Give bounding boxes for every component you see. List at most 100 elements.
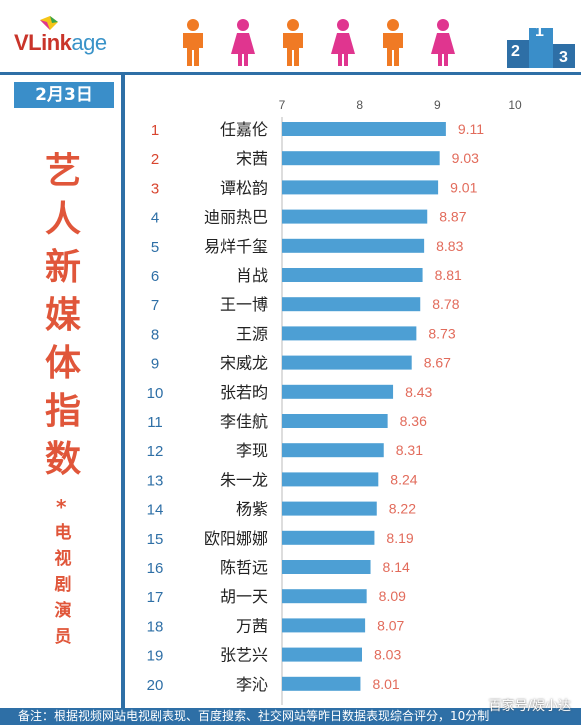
data-label: 8.03	[374, 647, 401, 663]
data-label: 8.73	[428, 325, 455, 341]
rank-label: 10	[147, 385, 164, 402]
category-label: 肖战	[236, 266, 268, 285]
header: VLinkage 2 1 3	[0, 0, 581, 72]
rank-label: 17	[147, 589, 164, 606]
data-label: 8.83	[436, 238, 463, 254]
data-label: 8.81	[435, 267, 462, 283]
category-label: 王源	[236, 324, 268, 343]
title-vertical: 艺 人 新 媒 体 指 数	[38, 148, 88, 484]
person-male-icon	[183, 19, 203, 66]
bar	[282, 384, 394, 399]
category-label: 李沁	[236, 675, 268, 694]
data-label: 8.01	[372, 676, 399, 692]
rank-label: 14	[147, 502, 164, 519]
person-female-icon	[331, 19, 355, 66]
title-char: 新	[44, 247, 81, 288]
bar	[282, 151, 440, 166]
podium-label-1: 1	[535, 23, 544, 40]
rank-label: 11	[147, 414, 163, 431]
category-label: 李现	[236, 441, 268, 460]
bar	[282, 180, 439, 195]
watermark: 百家号/娱小达	[488, 699, 571, 714]
data-label: 8.31	[396, 442, 423, 458]
footer-note: 备注：根据视频网站电视剧表现、百度搜索、社交网站等昨日数据表现综合评分，10分制	[18, 709, 490, 723]
category-label: 谭松韵	[220, 178, 268, 197]
bar	[282, 647, 362, 662]
bar	[282, 355, 412, 370]
bar	[282, 472, 379, 487]
title-char: 艺	[44, 151, 81, 192]
person-male-icon	[283, 19, 303, 66]
bar	[282, 676, 361, 691]
rank-label: 16	[147, 560, 164, 577]
category-label: 胡一天	[220, 587, 268, 606]
rank-label: 13	[147, 472, 164, 489]
subtitle-char: 电	[54, 523, 72, 543]
rank-label: 6	[151, 268, 159, 285]
bar	[282, 238, 425, 253]
subtitle-char: 剧	[54, 575, 72, 595]
data-label: 8.87	[439, 209, 466, 225]
title-char: 指	[44, 391, 81, 432]
subtitle-char: 演	[54, 601, 72, 621]
category-label: 任嘉伦	[220, 120, 268, 139]
title-star: *	[56, 495, 67, 519]
data-label: 8.67	[424, 355, 451, 371]
date-badge: 2月3日	[14, 82, 114, 108]
bar	[282, 268, 423, 282]
rank-label: 5	[151, 239, 159, 256]
bar	[282, 618, 366, 633]
logo-text-suffix: age	[71, 30, 107, 55]
data-label: 8.19	[386, 530, 413, 546]
rank-label: 19	[147, 648, 164, 665]
bar	[282, 443, 384, 458]
bar	[282, 414, 388, 428]
category-label: 陈哲远	[220, 558, 268, 577]
rank-label: 9	[151, 356, 159, 373]
podium-label-3: 3	[559, 49, 568, 66]
x-tick-label: 9	[434, 98, 441, 112]
category-label: 李佳航	[220, 412, 268, 431]
subtitle-char: 视	[54, 549, 72, 569]
rank-label: 7	[151, 297, 159, 314]
category-label: 王一博	[220, 295, 268, 314]
logo-mark-icon	[40, 16, 58, 30]
category-label: 宋威龙	[220, 354, 268, 373]
data-label: 8.09	[379, 588, 406, 604]
rank-label: 2	[151, 151, 159, 168]
data-label: 8.14	[383, 559, 410, 575]
data-label: 8.78	[432, 296, 459, 312]
bar	[282, 297, 421, 312]
x-tick-label: 10	[508, 98, 522, 112]
category-label: 易烊千玺	[204, 237, 268, 256]
rank-label: 3	[151, 180, 159, 197]
subtitle-char: 员	[54, 627, 72, 647]
podium-label-2: 2	[511, 43, 520, 60]
data-label: 8.22	[389, 501, 416, 517]
data-label: 8.24	[390, 471, 417, 487]
podium-icon: 2 1 3	[507, 23, 575, 68]
data-label: 8.07	[377, 617, 404, 633]
rank-label: 8	[151, 326, 159, 343]
bar-chart: 7 8 9 10 1 任嘉伦 9.11 2 宋茜 9.03 3 谭松韵 9.01 4 迪丽热巴 8.87 5 易烊…	[147, 98, 522, 705]
rank-label: 1	[151, 122, 159, 139]
people-figures-icon	[183, 19, 455, 66]
rank-label: 20	[147, 677, 164, 694]
data-label: 9.03	[452, 150, 479, 166]
title-char: 数	[44, 439, 81, 480]
title-char: 媒	[44, 295, 81, 336]
category-label: 张若昀	[220, 383, 268, 402]
rank-label: 18	[147, 618, 164, 635]
category-label: 朱一龙	[220, 470, 268, 489]
category-label: 杨紫	[236, 500, 268, 519]
person-female-icon	[431, 19, 455, 66]
data-label: 9.11	[458, 121, 484, 137]
logo-text-main: VLink	[14, 30, 72, 55]
bar	[282, 326, 417, 341]
data-label: 8.43	[405, 384, 432, 400]
person-male-icon	[383, 19, 403, 66]
bar	[282, 560, 371, 574]
category-label: 张艺兴	[220, 646, 268, 665]
x-tick-label: 7	[279, 98, 286, 112]
bar	[282, 122, 446, 136]
